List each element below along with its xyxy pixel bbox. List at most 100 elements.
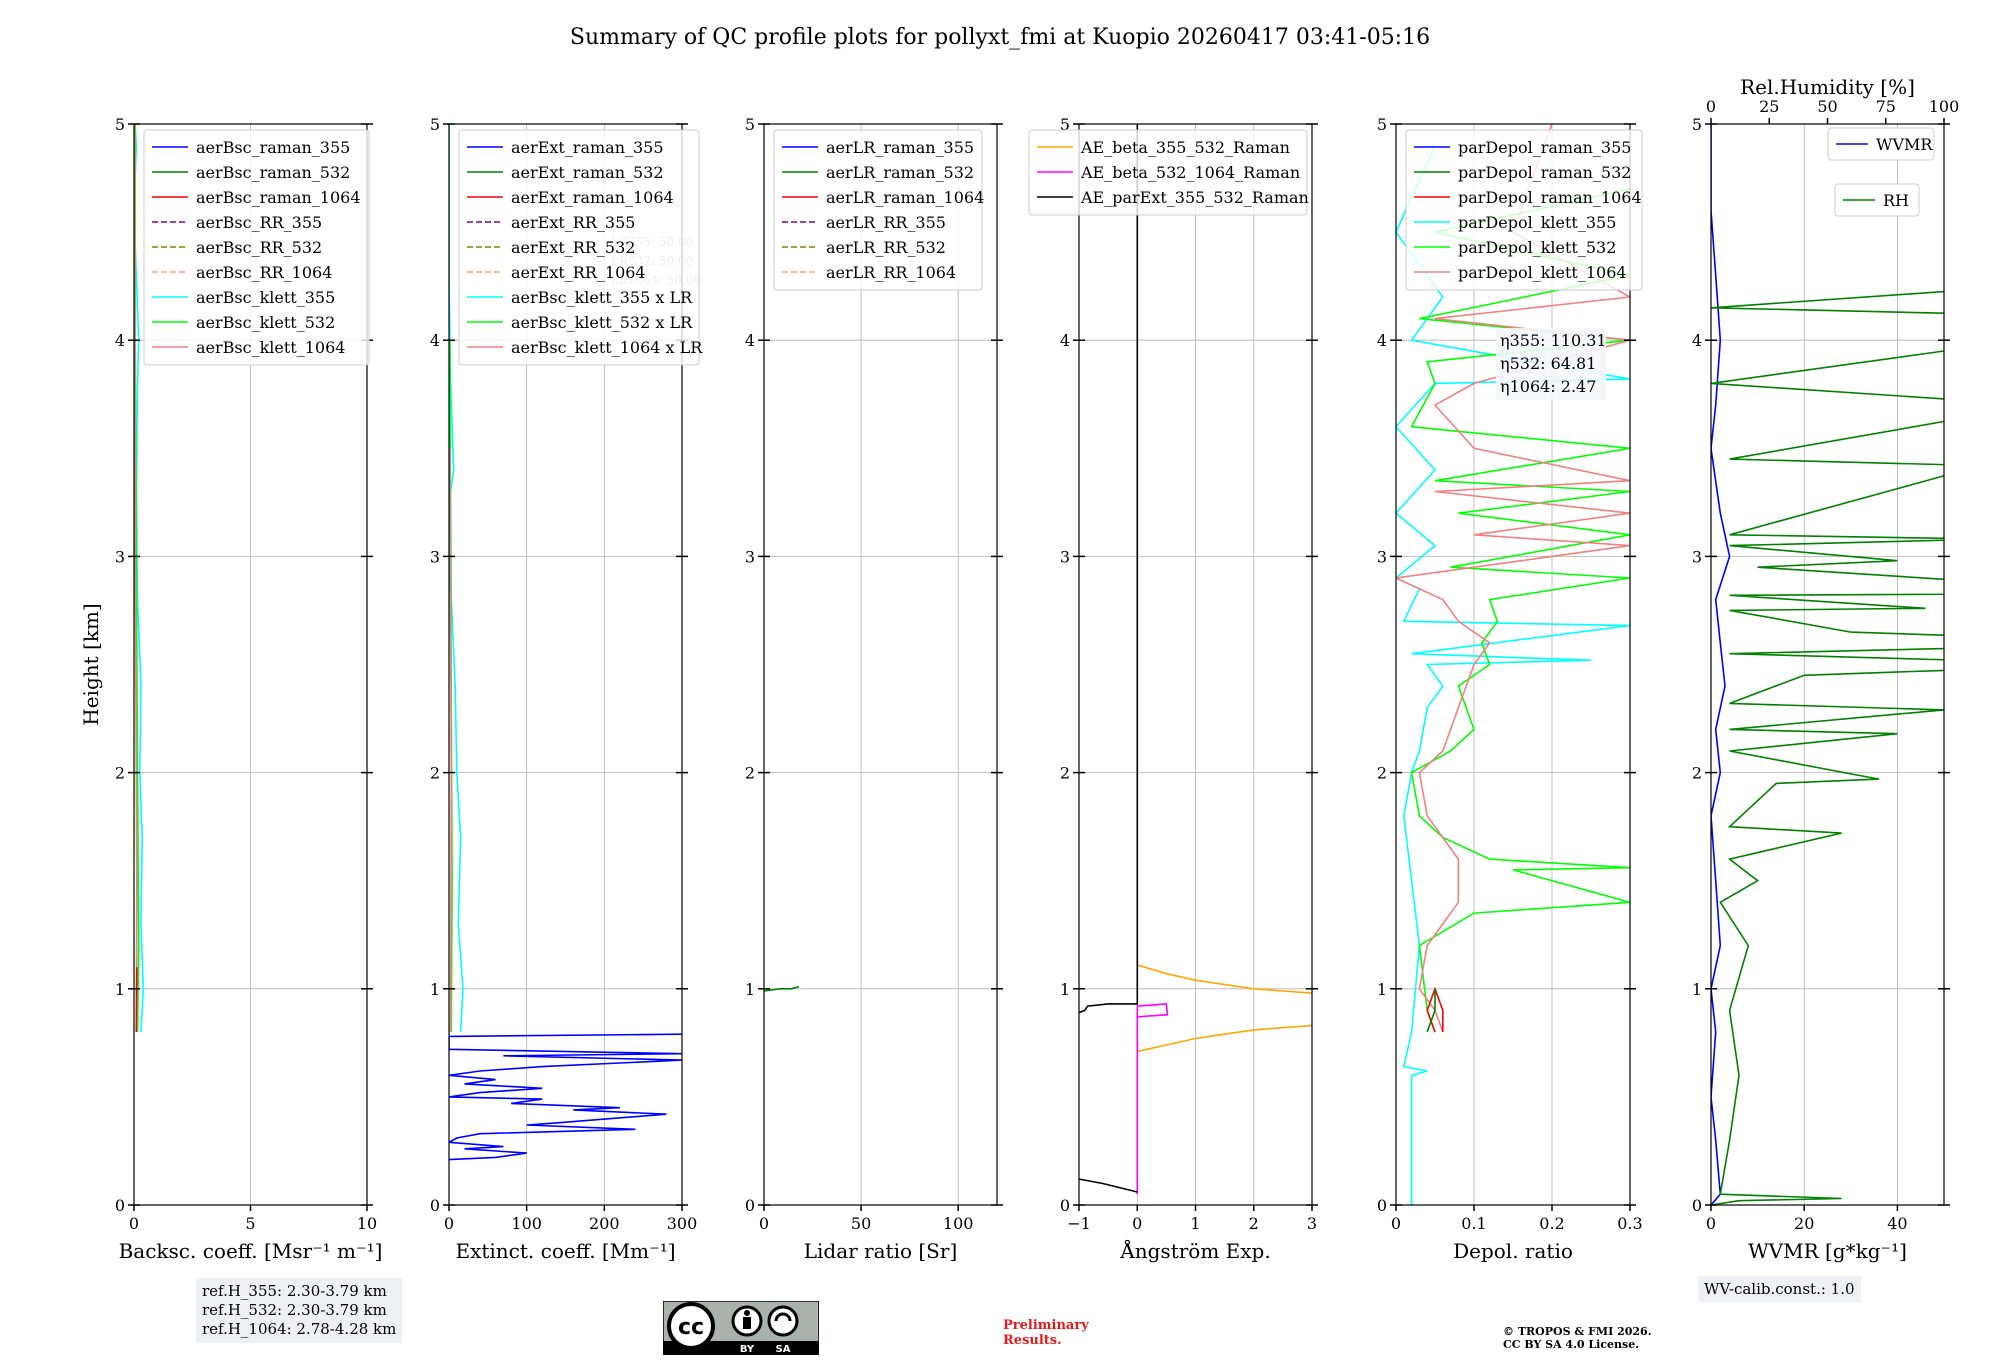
series-AE_beta_532_1064_Raman — [1136, 1003, 1169, 1195]
legend: aerBsc_raman_355 aerBsc_raman_532 aerBsc_r… — [143, 129, 370, 366]
annotation-block: η355: 110.31 η532: 64.81 η1064: 2.47 — [1496, 328, 1607, 400]
y-tick-label: 0 — [1692, 1196, 1702, 1215]
legend-entry: parDepol_klett_1064 — [1458, 263, 1627, 282]
y-tick-label: 1 — [1692, 980, 1702, 999]
x-axis-label: Lidar ratio [Sr] — [804, 1239, 958, 1263]
legend-entry: aerExt_raman_355 — [511, 138, 664, 157]
x-tick-label: −1 — [1067, 1214, 1091, 1233]
sa-share-icon — [767, 1305, 799, 1337]
preliminary-note: Preliminary Results. — [1003, 1318, 1089, 1348]
series-AE_parExt_355_532_Raman — [1079, 124, 1139, 1014]
svg-text:cc: cc — [678, 1315, 704, 1340]
axes-frame — [1395, 123, 1631, 1206]
legend-entry: aerBsc_klett_532 — [196, 313, 335, 332]
backscatter-panel: 0 1 2 3 4 5 0 5 10 Backsc. coeff. [Msr⁻¹ m⁻¹] Heig… — [79, 115, 382, 1263]
ref-height-355: ref.H_355: 2.30-3.79 km — [202, 1282, 387, 1300]
y-tick-label: 3 — [1377, 547, 1387, 566]
x-axis-label: Extinct. coeff. [Mm⁻¹] — [455, 1239, 675, 1263]
legend-entry: aerBsc_raman_355 — [196, 138, 350, 157]
series-aerExt_raman_355 — [449, 1033, 682, 1161]
x2-tick-label: 0 — [1706, 97, 1716, 116]
y-tick-label: 0 — [1060, 1196, 1070, 1215]
x-axis-label: Depol. ratio — [1453, 1239, 1573, 1263]
legend-entry: aerBsc_raman_532 — [196, 163, 350, 182]
x-tick-label: 2 — [1249, 1214, 1259, 1233]
license-by: BY — [740, 1344, 755, 1355]
copyright-line-2: CC BY SA 4.0 License. — [1503, 1338, 1640, 1351]
legend-entry: aerBsc_RR_1064 — [196, 263, 332, 282]
legend-entry: aerBsc_RR_532 — [196, 238, 322, 257]
figure-title: Summary of QC profile plots for pollyxt_… — [570, 25, 1430, 50]
y-tick-label: 4 — [745, 331, 755, 350]
legend-entry: aerExt_RR_355 — [511, 213, 635, 232]
legend-entry: aerLR_RR_355 — [826, 213, 946, 232]
legend-entry: parDepol_raman_1064 — [1458, 188, 1642, 207]
y-tick-label: 4 — [1377, 331, 1387, 350]
x-tick-label: 20 — [1794, 1214, 1814, 1233]
y-tick-label: 4 — [115, 331, 125, 350]
legend-entry: AE_beta_355_532_Raman — [1080, 138, 1290, 157]
y-tick-label: 4 — [1060, 331, 1070, 350]
y-tick-label: 1 — [1060, 980, 1070, 999]
y-tick-label: 5 — [1692, 115, 1702, 134]
ref-height-1064: ref.H_1064: 2.78-4.28 km — [202, 1320, 397, 1338]
legend-entry: parDepol_klett_532 — [1458, 238, 1616, 257]
legend-entry: aerExt_RR_1064 — [511, 263, 646, 282]
y-tick-label: 2 — [1060, 764, 1070, 783]
legend-entry: aerLR_raman_1064 — [826, 188, 984, 207]
legend-entry: parDepol_raman_532 — [1458, 163, 1631, 182]
annotation-text: η532: 64.81 — [1500, 354, 1596, 373]
legend: WVMR RH — [1827, 127, 1935, 217]
series-RH — [1711, 290, 1944, 1205]
y-tick-label: 5 — [1060, 115, 1070, 134]
x-tick-label: 0.3 — [1617, 1214, 1642, 1233]
x-tick-label: 100 — [943, 1214, 974, 1233]
legend-entry: RH — [1883, 191, 1909, 210]
ref-height-532: ref.H_532: 2.30-3.79 km — [202, 1301, 387, 1319]
series-parDepol_klett_532 — [1410, 188, 1630, 1033]
y-tick-label: 1 — [430, 980, 440, 999]
y-tick-label: 3 — [1060, 547, 1070, 566]
x-tick-label: 3 — [1307, 1214, 1317, 1233]
x-tick-label: 0 — [759, 1214, 769, 1233]
wv-calibration-box: WV-calib.const.: 1.0 — [1698, 1276, 1861, 1302]
legend-entry: aerLR_raman_355 — [826, 138, 974, 157]
legend-entry: aerExt_RR_532 — [511, 238, 635, 257]
x-axis-label: Backsc. coeff. [Msr⁻¹ m⁻¹] — [119, 1239, 383, 1263]
x-tick-label: 0.1 — [1461, 1214, 1486, 1233]
x2-tick-label: 75 — [1876, 97, 1896, 116]
y-tick-label: 4 — [430, 331, 440, 350]
legend-entry: aerLR_RR_532 — [826, 238, 946, 257]
legend-entry: AE_parExt_355_532_Raman — [1080, 188, 1309, 207]
legend-entry: WVMR — [1876, 135, 1933, 154]
legend-entry: aerBsc_klett_532 x LR — [511, 313, 693, 332]
copyright-note: © TROPOS & FMI 2026. CC BY SA 4.0 Licens… — [1503, 1325, 1652, 1351]
y-tick-label: 3 — [430, 547, 440, 566]
y-tick-label: 3 — [115, 547, 125, 566]
series-parDepol_klett_355 — [1396, 145, 1630, 1205]
legend-entry: aerExt_raman_532 — [511, 163, 664, 182]
legend-entry: aerLR_RR_1064 — [826, 263, 956, 282]
y-tick-label: 1 — [1377, 980, 1387, 999]
legend-entry: aerBsc_klett_1064 — [196, 338, 345, 357]
y-tick-label: 0 — [1377, 1196, 1387, 1215]
y-tick-label: 0 — [430, 1196, 440, 1215]
x-axis-label: WVMR [g*kg⁻¹] — [1748, 1239, 1907, 1263]
legend-entry: parDepol_raman_355 — [1458, 138, 1631, 157]
legend-entry: aerExt_raman_1064 — [511, 188, 674, 207]
x-tick-label: 100 — [511, 1214, 542, 1233]
legend: parDepol_raman_355 parDepol_raman_532 parD… — [1405, 129, 1643, 291]
y-tick-label: 2 — [1377, 764, 1387, 783]
y-tick-label: 1 — [745, 980, 755, 999]
legend-entry: aerBsc_klett_355 x LR — [511, 288, 693, 307]
x-tick-label: 200 — [589, 1214, 620, 1233]
y-tick-label: 3 — [745, 547, 755, 566]
y-tick-label: 5 — [1377, 115, 1387, 134]
x2-tick-label: 100 — [1929, 97, 1960, 116]
cc-license-badge: cc BY SA — [663, 1301, 819, 1355]
reference-height-box: ref.H_355: 2.30-3.79 km ref.H_532: 2.30-… — [196, 1278, 403, 1343]
